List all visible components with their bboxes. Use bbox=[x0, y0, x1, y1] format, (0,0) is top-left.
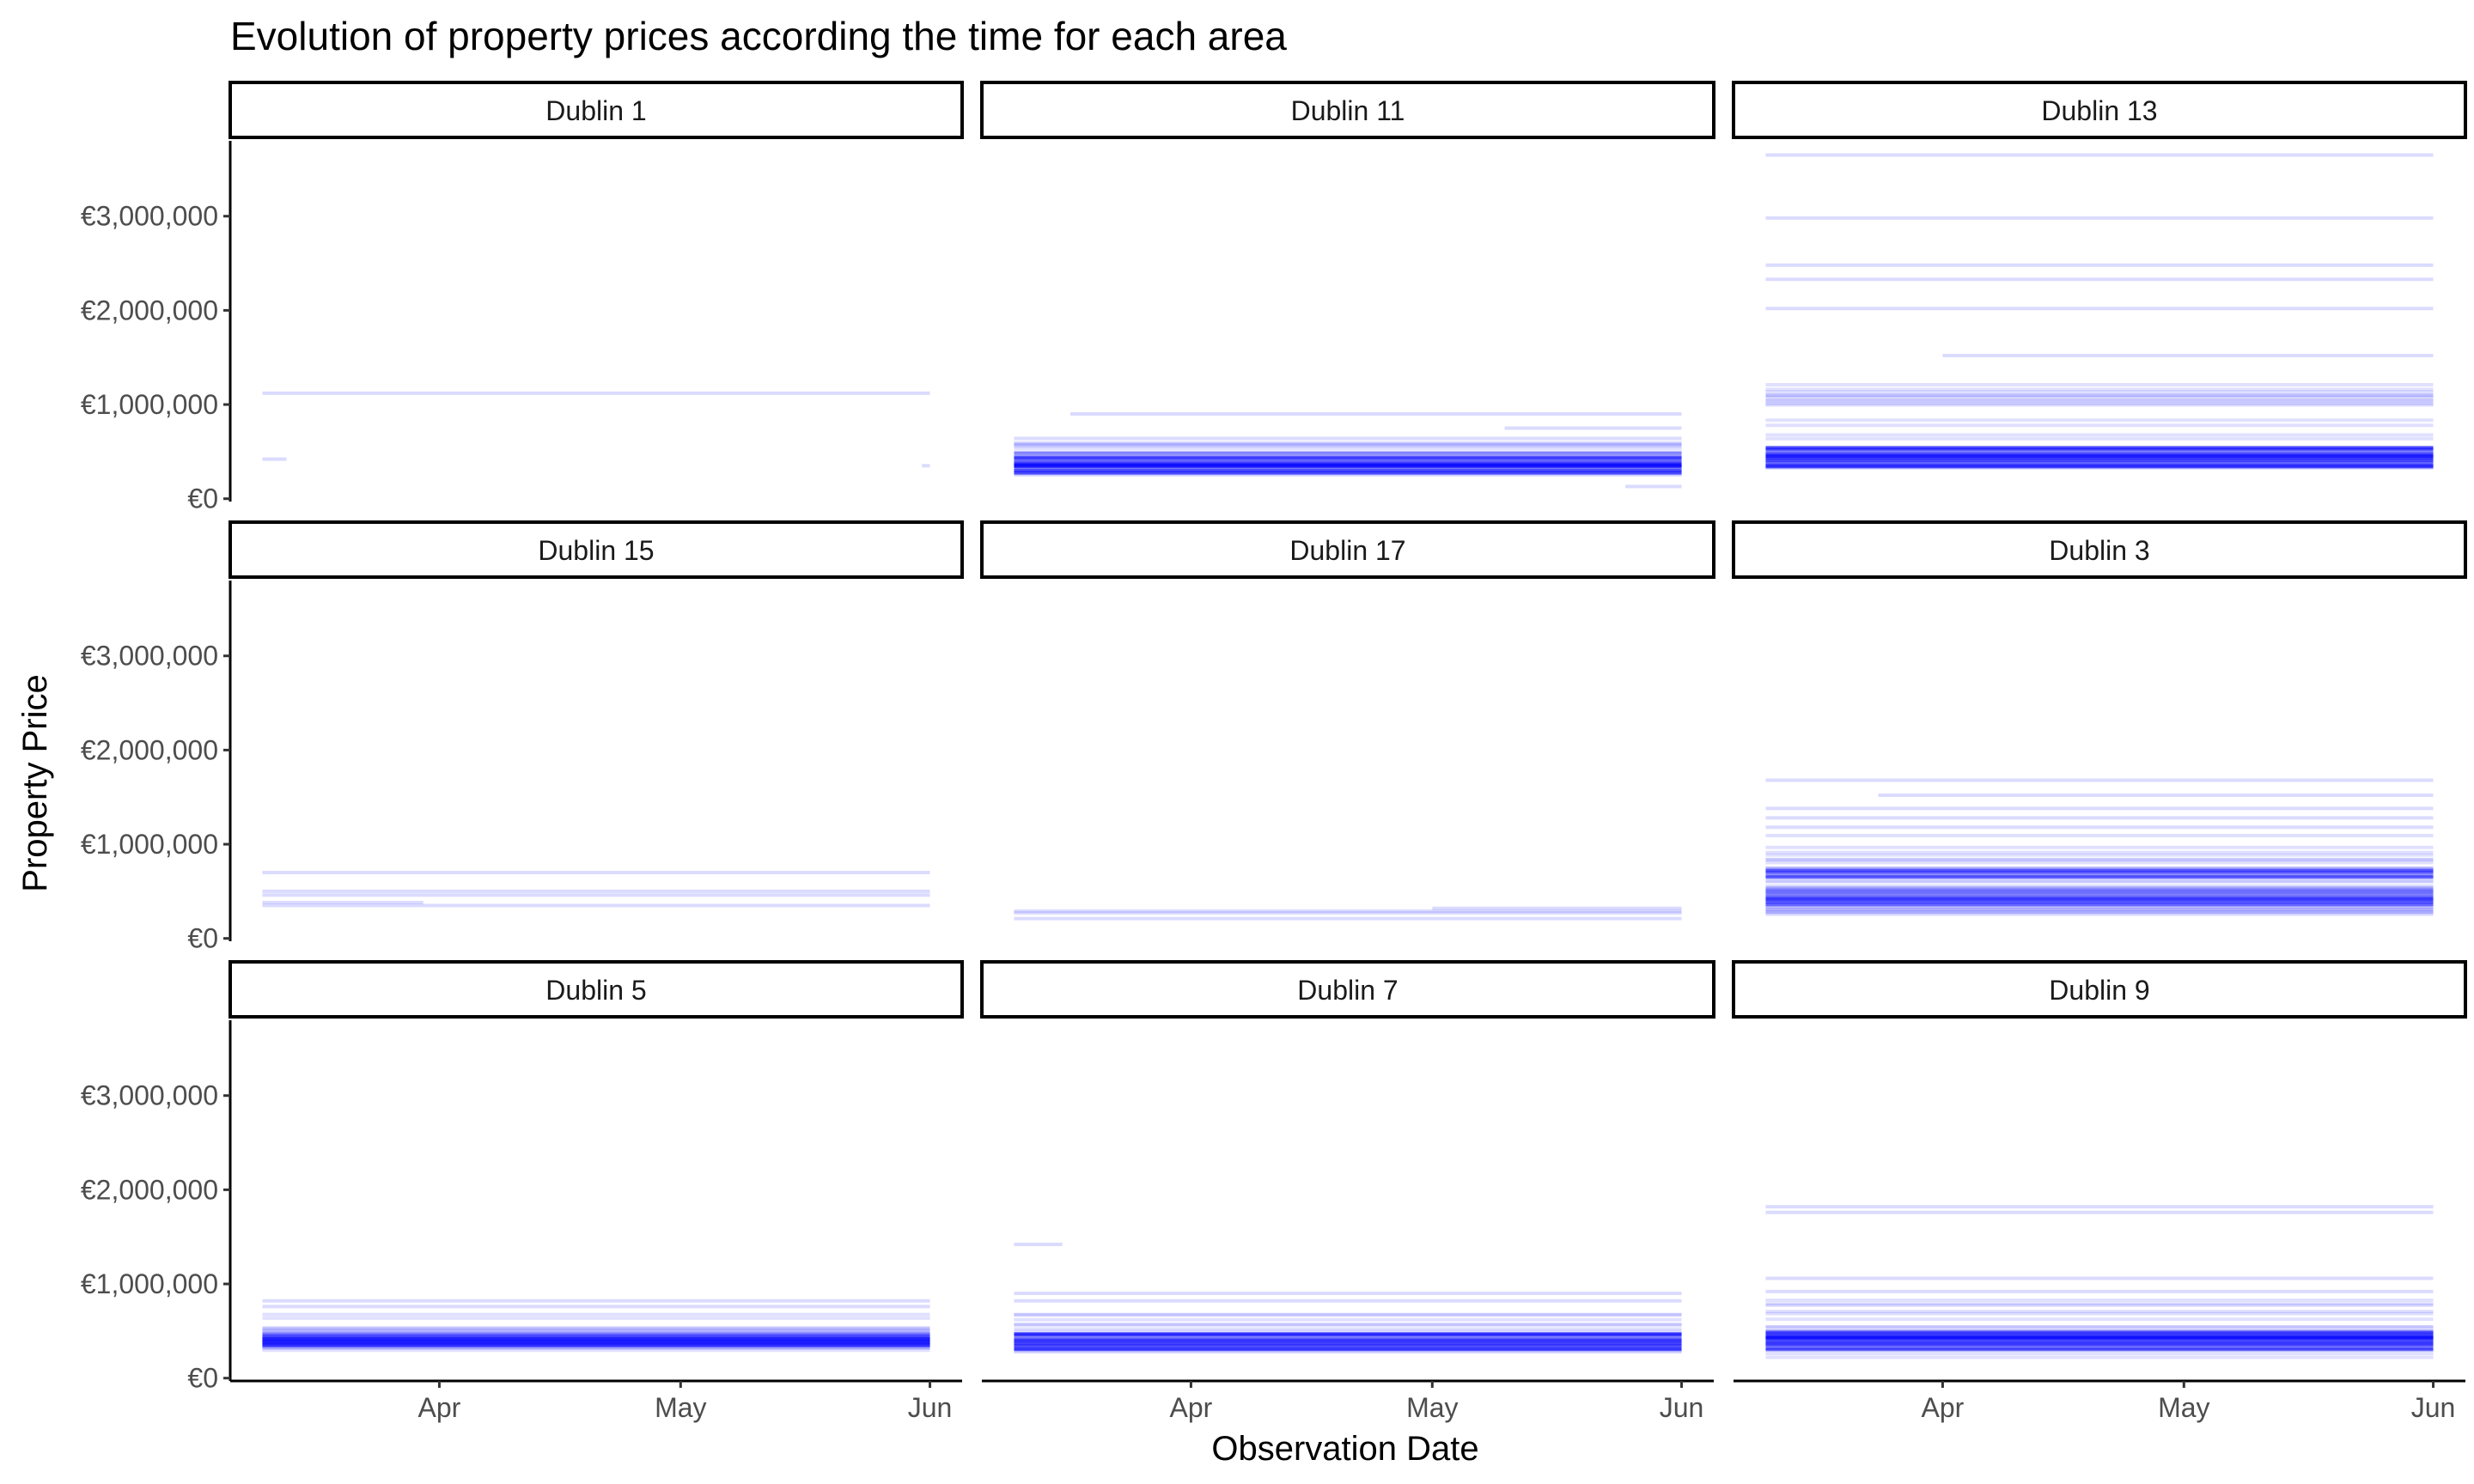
y-tick-label: €1,000,000 bbox=[81, 829, 218, 860]
facet-panel: Dublin 5 €0 €1,000,000 €2,000,000 €3,000,000… bbox=[81, 960, 964, 1423]
facet-panel: Dublin 7 Apr May Jun bbox=[980, 960, 1715, 1423]
facet-panel: Dublin 15 €0 €1,000,000 €2,000,000 €3,000,00… bbox=[81, 520, 964, 954]
x-tick-label: Apr bbox=[418, 1392, 461, 1423]
facet-strip bbox=[1732, 81, 2467, 139]
y-tick-label: €2,000,000 bbox=[81, 295, 218, 325]
y-tick-label: €3,000,000 bbox=[81, 641, 218, 672]
chart-title: Evolution of property prices according t… bbox=[230, 14, 1287, 58]
facet-panel: Dublin 3 bbox=[1732, 520, 2467, 916]
facet-strip-label: Dublin 15 bbox=[538, 535, 654, 566]
facet-panel: Dublin 13 bbox=[1732, 81, 2467, 471]
y-tick-label: €2,000,000 bbox=[81, 734, 218, 765]
y-tick-label: €3,000,000 bbox=[81, 201, 218, 232]
y-tick-label: €3,000,000 bbox=[81, 1080, 218, 1111]
facet-strip-label: Dublin 9 bbox=[2049, 975, 2149, 1006]
facet-series-layer bbox=[262, 870, 930, 908]
facet-series-layer bbox=[1765, 1205, 2434, 1359]
facet-panel: Dublin 11 bbox=[980, 81, 1715, 489]
x-tick-label: May bbox=[1406, 1392, 1458, 1423]
x-tick-label: May bbox=[655, 1392, 706, 1423]
facet-strip bbox=[980, 81, 1715, 139]
facet-strip-label: Dublin 1 bbox=[545, 95, 646, 126]
facet-series-layer bbox=[262, 1298, 930, 1353]
facet-strip-label: Dublin 17 bbox=[1289, 535, 1405, 566]
facet-strip bbox=[229, 81, 964, 139]
facet-panel: Dublin 17 bbox=[980, 520, 1715, 921]
x-axis-title: Observation Date bbox=[1211, 1430, 1478, 1468]
facet-strip bbox=[980, 520, 1715, 579]
facet-panel: Dublin 1 €0 €1,000,000 €2,000,000 €3,000,000 bbox=[81, 81, 964, 514]
facet-series-layer bbox=[1765, 778, 2434, 916]
facet-series-layer bbox=[262, 391, 930, 468]
facet-strip bbox=[1732, 960, 2467, 1019]
facet-strip-label: Dublin 7 bbox=[1297, 975, 1398, 1006]
facet-strip-label: Dublin 3 bbox=[2049, 535, 2149, 566]
y-tick-label: €2,000,000 bbox=[81, 1174, 218, 1205]
facet-strip-label: Dublin 5 bbox=[545, 975, 646, 1006]
facet-strip bbox=[229, 520, 964, 579]
facet-panels: Dublin 1 €0 €1,000,000 €2,000,000 €3,000,000… bbox=[81, 81, 2467, 1423]
x-tick-label: Jun bbox=[908, 1392, 953, 1423]
y-tick-label: €1,000,000 bbox=[81, 1268, 218, 1299]
facet-strip bbox=[229, 960, 964, 1019]
facet-series-layer bbox=[1014, 1242, 1682, 1354]
facet-panel: Dublin 9 Apr May Jun bbox=[1732, 960, 2467, 1423]
x-tick-label: May bbox=[2158, 1392, 2209, 1423]
facet-series-layer bbox=[1014, 412, 1682, 489]
facet-strip-label: Dublin 13 bbox=[2041, 95, 2157, 126]
y-tick-label: €1,000,000 bbox=[81, 389, 218, 420]
facet-strip-label: Dublin 11 bbox=[1291, 95, 1405, 126]
y-tick-label: €0 bbox=[187, 484, 218, 514]
facet-strip bbox=[1732, 520, 2467, 579]
facet-series-layer bbox=[1014, 906, 1682, 921]
facet-series-layer bbox=[1765, 153, 2434, 471]
x-tick-label: Jun bbox=[1660, 1392, 1704, 1423]
facet-strip bbox=[980, 960, 1715, 1019]
y-tick-label: €0 bbox=[187, 1363, 218, 1394]
x-tick-label: Apr bbox=[1170, 1392, 1213, 1423]
y-tick-label: €0 bbox=[187, 923, 218, 954]
y-axis-title: Property Price bbox=[16, 674, 54, 891]
x-tick-label: Apr bbox=[1922, 1392, 1965, 1423]
x-tick-label: Jun bbox=[2411, 1392, 2456, 1423]
